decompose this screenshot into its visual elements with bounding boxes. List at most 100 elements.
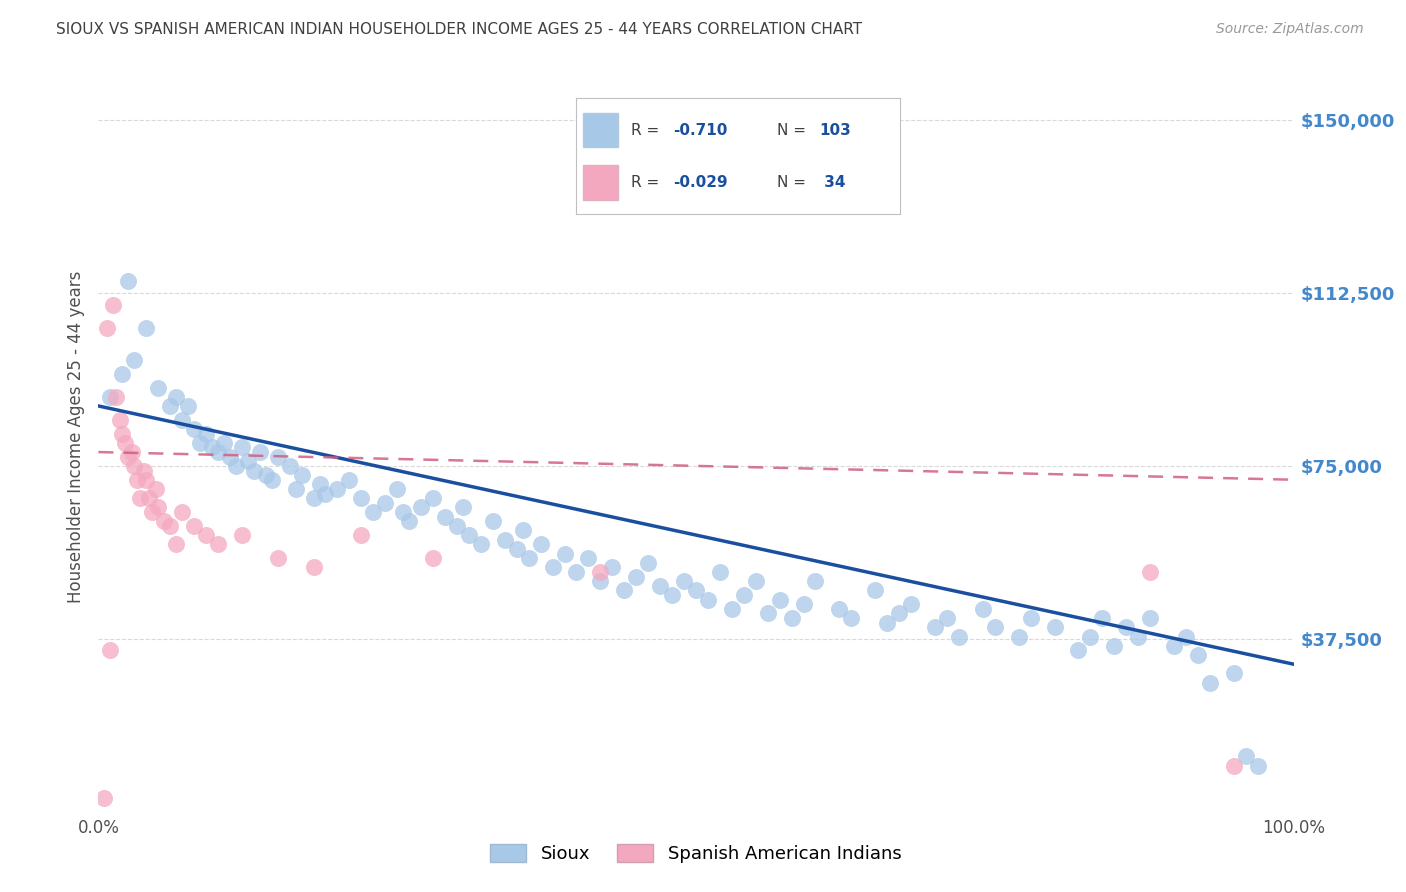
Point: [1175, 630, 1198, 644]
Point: [236, 454, 259, 468]
Point: [141, 505, 163, 519]
Point: [101, 297, 124, 311]
Point: [1115, 620, 1137, 634]
Point: [326, 482, 349, 496]
Point: [93, 790, 115, 805]
Point: [267, 551, 290, 566]
Point: [673, 574, 696, 589]
Point: [1128, 630, 1150, 644]
Point: [392, 505, 415, 519]
Point: [117, 275, 139, 289]
Point: [278, 458, 301, 473]
Point: [446, 519, 468, 533]
Point: [153, 514, 176, 528]
Point: [1199, 675, 1222, 690]
Point: [661, 588, 683, 602]
Point: [165, 390, 187, 404]
Point: [745, 574, 768, 589]
Point: [984, 620, 1007, 634]
Point: [398, 514, 420, 528]
Point: [554, 547, 576, 561]
Point: [243, 463, 266, 477]
Point: [98, 643, 122, 657]
Point: [709, 565, 731, 579]
Point: [1067, 643, 1090, 657]
Point: [159, 399, 181, 413]
Point: [828, 602, 851, 616]
Point: [350, 528, 373, 542]
Point: [195, 426, 218, 441]
Point: [733, 588, 755, 602]
Point: [494, 533, 516, 547]
Point: [948, 630, 970, 644]
Point: [768, 592, 790, 607]
Point: [124, 352, 146, 367]
Point: [512, 524, 534, 538]
Point: [626, 569, 648, 583]
Point: [108, 413, 131, 427]
Point: [1080, 630, 1102, 644]
Point: [254, 468, 277, 483]
Point: [1139, 611, 1161, 625]
Point: [804, 574, 827, 589]
Point: [111, 367, 134, 381]
Point: [793, 597, 815, 611]
Point: [302, 560, 325, 574]
Text: 34: 34: [818, 175, 845, 190]
Point: [172, 505, 194, 519]
Point: [105, 390, 128, 404]
Point: [260, 473, 283, 487]
Point: [98, 390, 122, 404]
Text: N =: N =: [778, 122, 806, 137]
FancyBboxPatch shape: [583, 112, 619, 147]
Point: [308, 477, 330, 491]
Point: [924, 620, 946, 634]
Point: [1163, 639, 1185, 653]
FancyBboxPatch shape: [583, 165, 619, 200]
Point: [121, 445, 143, 459]
Point: [422, 551, 444, 566]
Point: [434, 509, 457, 524]
Point: [1019, 611, 1042, 625]
Point: [385, 482, 409, 496]
Point: [172, 413, 194, 427]
Point: [195, 528, 218, 542]
Point: [225, 458, 247, 473]
Point: [1091, 611, 1114, 625]
Text: Source: ZipAtlas.com: Source: ZipAtlas.com: [1216, 22, 1364, 37]
Legend: Sioux, Spanish American Indians: Sioux, Spanish American Indians: [484, 837, 908, 870]
Point: [291, 468, 314, 483]
Point: [135, 473, 157, 487]
Text: N =: N =: [778, 175, 806, 190]
Point: [972, 602, 994, 616]
Point: [565, 565, 588, 579]
Point: [249, 445, 271, 459]
Point: [114, 435, 136, 450]
Point: [451, 500, 474, 515]
Point: [212, 435, 235, 450]
Point: [231, 528, 253, 542]
Point: [111, 426, 134, 441]
Text: R =: R =: [631, 175, 659, 190]
Text: SIOUX VS SPANISH AMERICAN INDIAN HOUSEHOLDER INCOME AGES 25 - 44 YEARS CORRELATI: SIOUX VS SPANISH AMERICAN INDIAN HOUSEHO…: [56, 22, 862, 37]
Point: [1223, 758, 1246, 772]
Point: [207, 537, 229, 551]
Point: [1187, 648, 1209, 662]
Point: [363, 505, 385, 519]
Point: [135, 320, 157, 334]
Point: [780, 611, 803, 625]
Point: [183, 422, 205, 436]
Point: [1043, 620, 1066, 634]
Point: [613, 583, 636, 598]
Point: [865, 583, 887, 598]
Text: -0.029: -0.029: [673, 175, 728, 190]
Point: [148, 380, 170, 394]
Point: [1234, 749, 1257, 764]
Point: [201, 441, 224, 455]
Point: [648, 579, 672, 593]
Point: [207, 445, 229, 459]
Point: [1139, 565, 1161, 579]
Point: [1008, 630, 1031, 644]
Point: [315, 486, 337, 500]
Point: [458, 528, 481, 542]
